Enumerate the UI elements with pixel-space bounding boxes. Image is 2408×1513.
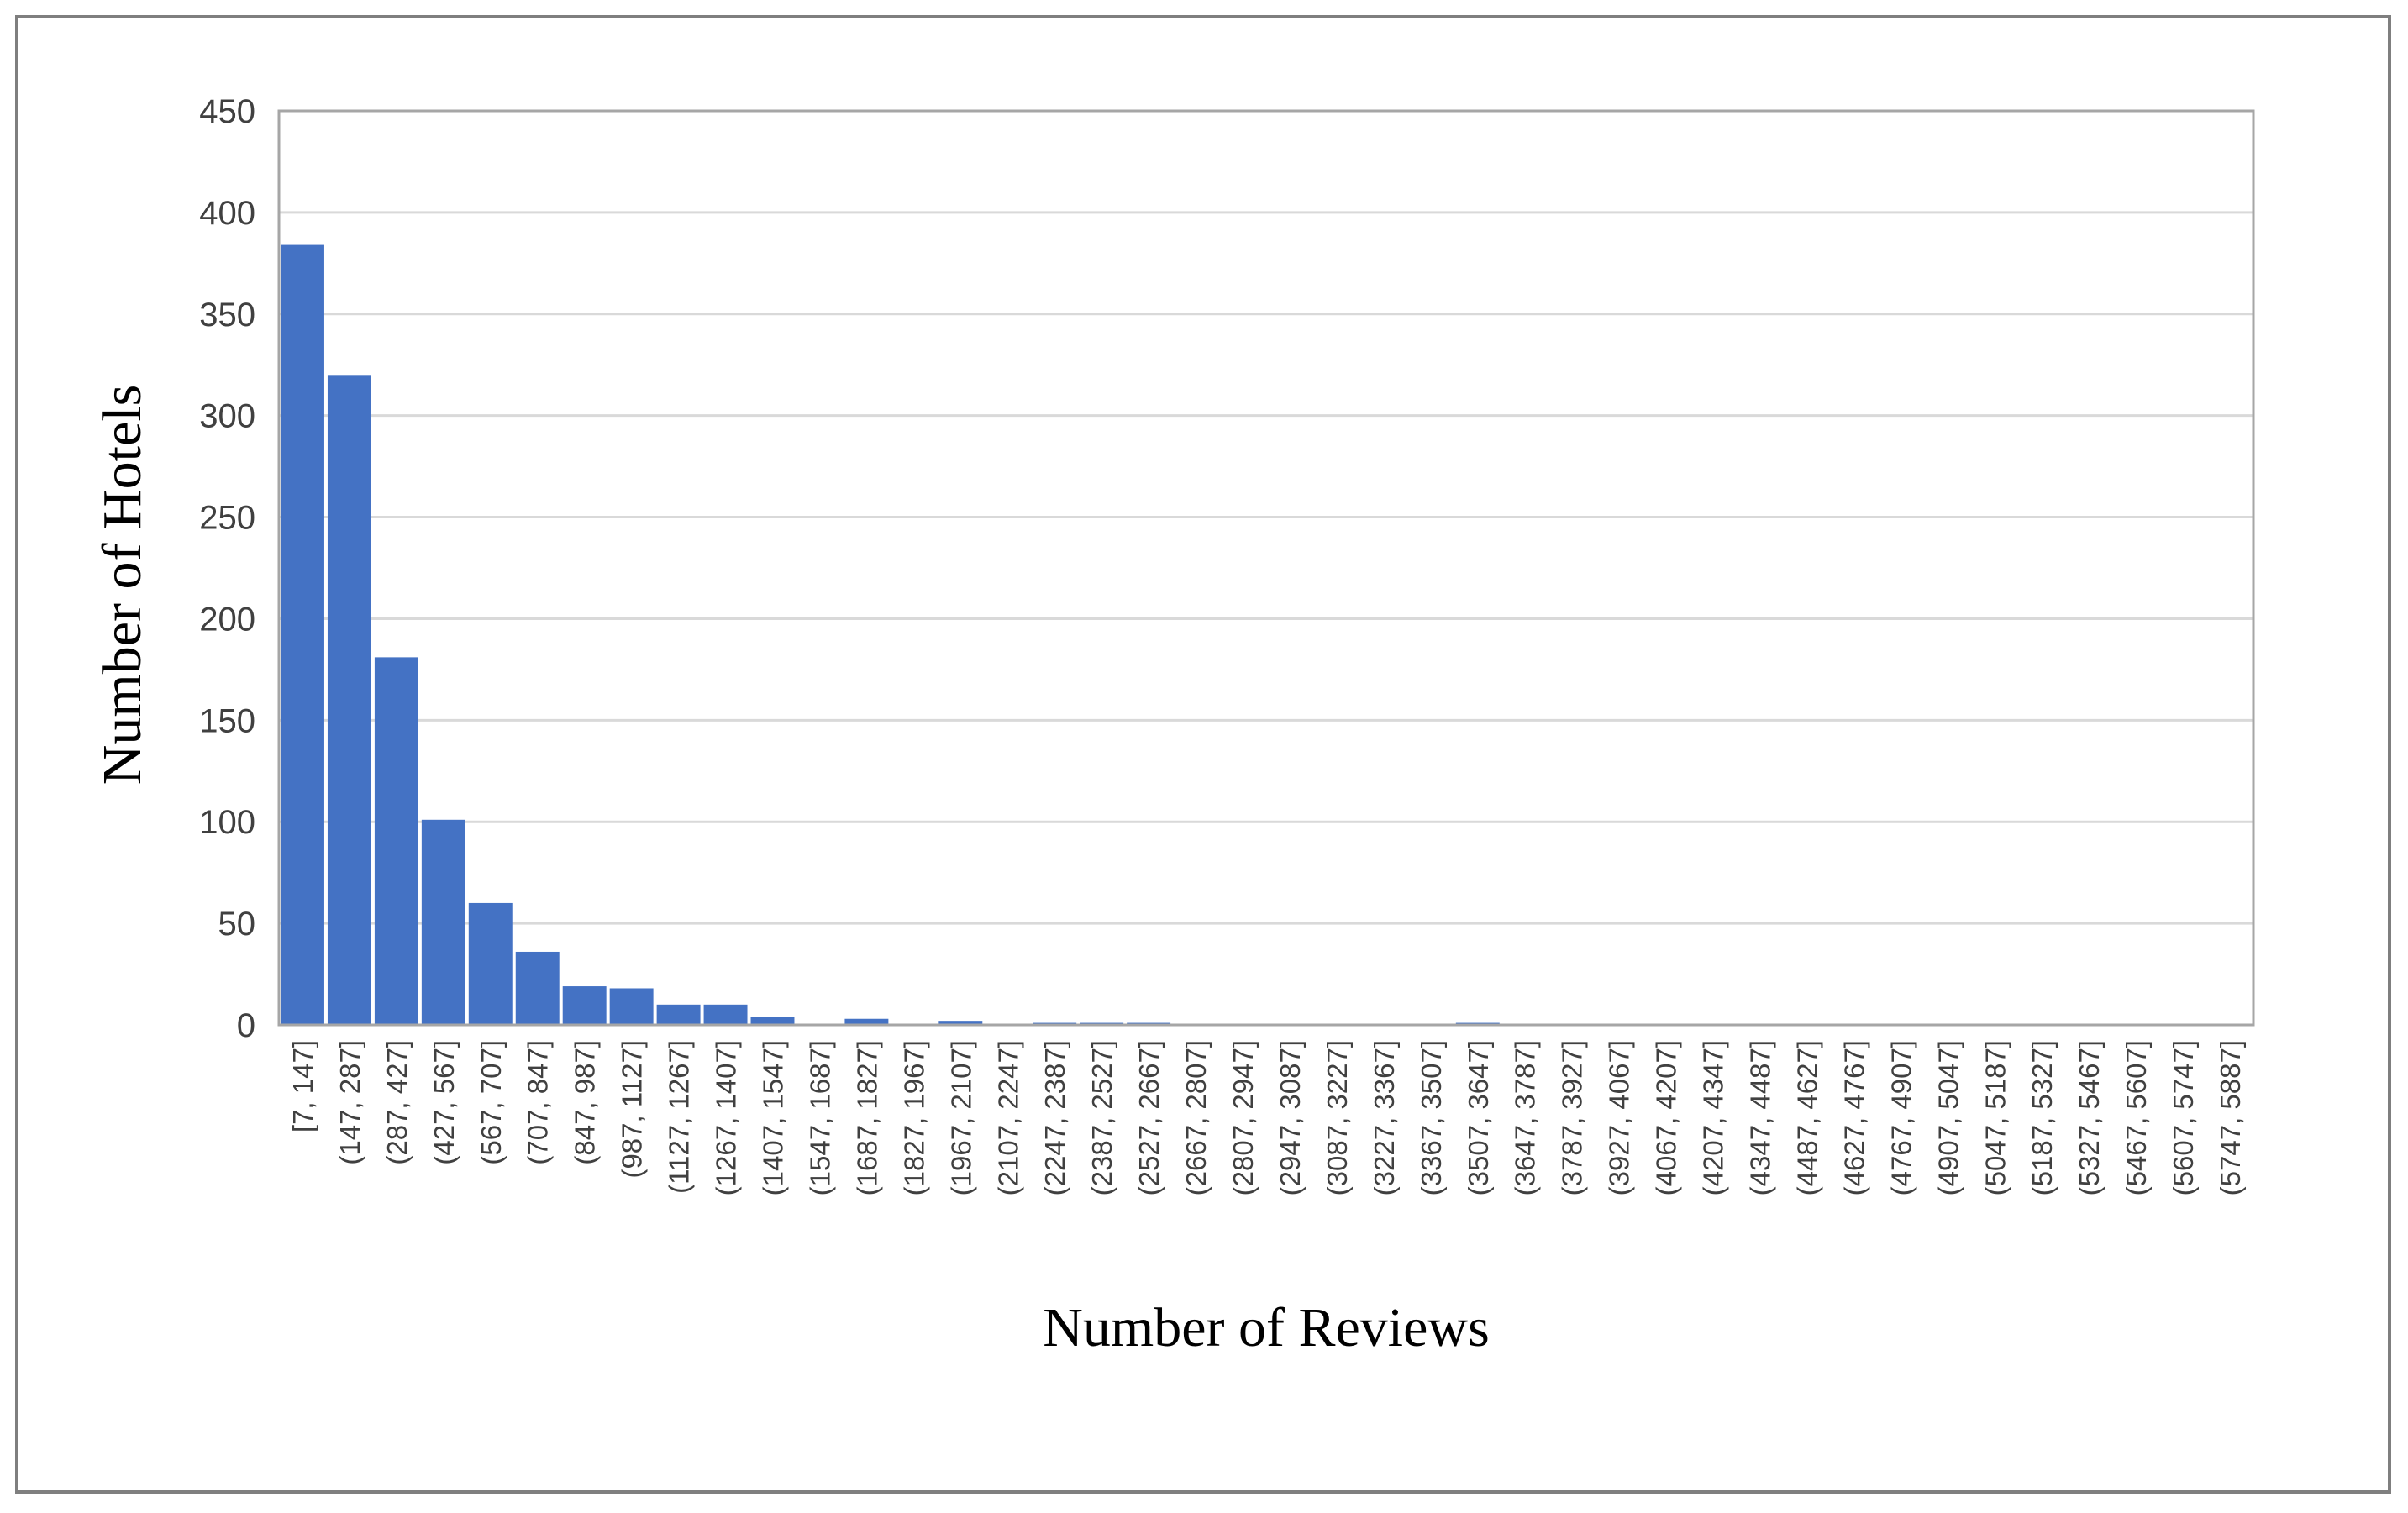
x-tick-label: (4207, 4347] xyxy=(1698,1040,1729,1195)
bar xyxy=(703,1004,748,1025)
bar xyxy=(327,375,371,1025)
x-tick-label: (1687, 1827] xyxy=(851,1040,882,1195)
y-tick-label: 400 xyxy=(199,195,255,232)
x-tick-label: (4907, 5047] xyxy=(1932,1040,1964,1195)
x-tick-label: (1127, 1267] xyxy=(664,1040,695,1194)
x-tick-label: (2247, 2387] xyxy=(1039,1040,1070,1195)
x-tick-label: (5747, 5887] xyxy=(2215,1040,2246,1195)
x-tick-label: (4067, 4207] xyxy=(1651,1040,1682,1195)
y-tick-label: 150 xyxy=(199,702,255,739)
x-tick-label: (987, 1127] xyxy=(617,1040,648,1179)
y-axis-title: Number of Hotels xyxy=(92,385,153,785)
bar xyxy=(515,951,560,1025)
x-tick-label: (427, 567] xyxy=(428,1040,460,1165)
x-tick-label: (3647, 3787] xyxy=(1510,1040,1541,1195)
x-tick-labels: [7, 147] (147, 287] (287, 427] (427, 567] (5… xyxy=(287,1040,2246,1195)
bar xyxy=(938,1021,983,1025)
x-tick-label: (4767, 4907] xyxy=(1885,1040,1916,1195)
x-tick-label: (3227, 3367] xyxy=(1369,1040,1400,1195)
x-tick-label: (5327, 5467] xyxy=(2074,1040,2105,1195)
chart-frame: 0 50 100 150 200 250 300 350 400 450 [7, 147] (147… xyxy=(15,15,2391,1494)
y-tick-labels: 0 50 100 150 200 250 300 350 400 450 xyxy=(199,93,255,1044)
x-tick-label: (4627, 4767] xyxy=(1838,1040,1869,1195)
bar xyxy=(468,902,513,1025)
bar xyxy=(656,1004,701,1025)
x-tick-label: (5467, 5607] xyxy=(2121,1040,2152,1195)
x-tick-label: (3367, 3507] xyxy=(1416,1040,1447,1195)
bar xyxy=(750,1017,795,1025)
x-tick-label: (707, 847] xyxy=(523,1040,554,1165)
x-tick-label: (1967, 2107] xyxy=(945,1040,976,1195)
x-tick-label: (3507, 3647] xyxy=(1463,1040,1494,1195)
x-tick-label: (3787, 3927] xyxy=(1557,1040,1588,1195)
x-tick-label: (2387, 2527] xyxy=(1086,1040,1117,1195)
x-tick-label: (287, 427] xyxy=(381,1040,413,1165)
histogram-chart: 0 50 100 150 200 250 300 350 400 450 [7, 147] (147… xyxy=(92,93,2255,1358)
x-axis-title: Number of Reviews xyxy=(1043,1297,1490,1358)
y-tick-label: 100 xyxy=(199,804,255,841)
x-tick-label: (4347, 4487] xyxy=(1745,1040,1776,1195)
x-tick-label: (3927, 4067] xyxy=(1604,1040,1635,1195)
gridlines xyxy=(279,109,2253,925)
bar xyxy=(421,819,465,1025)
y-tick-label: 0 xyxy=(237,1007,255,1044)
plot-area-border xyxy=(277,109,2255,1027)
x-tick-label: (1407, 1547] xyxy=(758,1040,789,1195)
x-tick-label: (5187, 5327] xyxy=(2027,1040,2058,1195)
x-tick-label: (147, 287] xyxy=(334,1040,365,1165)
x-tick-label: (2527, 2667] xyxy=(1133,1040,1165,1195)
x-tick-label: (1827, 1967] xyxy=(898,1040,929,1195)
bar xyxy=(281,244,324,1025)
bar xyxy=(374,657,418,1025)
x-tick-label: (2947, 3087] xyxy=(1275,1040,1306,1195)
x-tick-label: [7, 147] xyxy=(287,1040,318,1132)
x-tick-label: (2807, 2947] xyxy=(1228,1040,1259,1195)
x-tick-label: (2107, 2247] xyxy=(992,1040,1023,1195)
y-tick-label: 300 xyxy=(199,398,255,435)
x-tick-label: (5607, 5747] xyxy=(2168,1040,2199,1195)
y-tick-label: 250 xyxy=(199,500,255,537)
bar xyxy=(562,986,607,1025)
bar xyxy=(609,988,654,1025)
x-tick-label: (1547, 1687] xyxy=(804,1040,835,1195)
y-tick-label: 200 xyxy=(199,601,255,638)
x-tick-label: (2667, 2807] xyxy=(1180,1040,1212,1195)
bars xyxy=(281,244,1500,1025)
y-tick-label: 450 xyxy=(199,93,255,130)
x-tick-label: (5047, 5187] xyxy=(1980,1040,2011,1195)
bar xyxy=(844,1018,889,1025)
x-tick-label: (1267, 1407] xyxy=(711,1040,742,1195)
x-tick-label: (847, 987] xyxy=(570,1040,601,1165)
y-tick-label: 350 xyxy=(199,297,255,334)
x-tick-label: (4487, 4627] xyxy=(1791,1040,1822,1195)
y-tick-label: 50 xyxy=(218,906,256,943)
x-tick-label: (3087, 3227] xyxy=(1322,1040,1353,1195)
x-tick-label: (567, 707] xyxy=(476,1040,507,1165)
